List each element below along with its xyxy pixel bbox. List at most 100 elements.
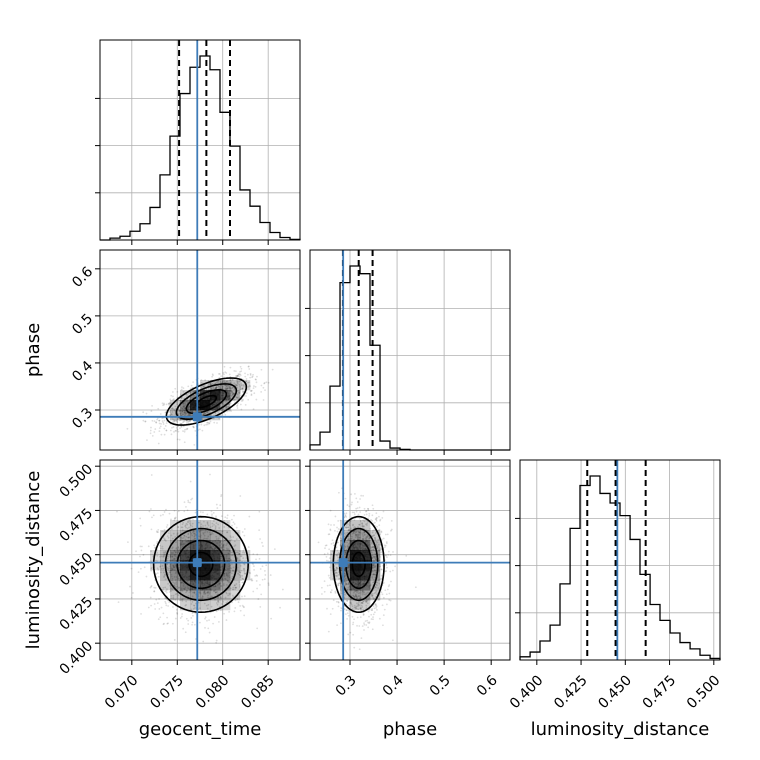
scatter-point bbox=[215, 538, 218, 540]
scatter-point bbox=[150, 569, 153, 572]
scatter-point bbox=[216, 603, 219, 606]
scatter-point bbox=[332, 542, 335, 544]
scatter-point bbox=[186, 428, 189, 430]
scatter-point bbox=[178, 549, 181, 552]
scatter-point bbox=[372, 570, 375, 573]
scatter-point bbox=[206, 513, 209, 516]
scatter-point bbox=[361, 606, 364, 608]
scatter-point bbox=[328, 576, 331, 579]
scatter-point bbox=[191, 410, 194, 413]
scatter-point bbox=[204, 529, 207, 532]
scatter-point bbox=[371, 592, 374, 595]
scatter-point bbox=[255, 574, 258, 577]
scatter-point bbox=[220, 385, 223, 388]
scatter-point bbox=[373, 611, 376, 614]
scatter-point bbox=[238, 552, 241, 555]
scatter-point bbox=[240, 579, 243, 582]
scatter-point bbox=[353, 519, 356, 521]
scatter-point bbox=[182, 409, 185, 412]
scatter-point bbox=[162, 556, 165, 558]
scatter-point bbox=[336, 549, 339, 552]
scatter-point bbox=[243, 563, 246, 566]
scatter-point bbox=[194, 430, 197, 432]
scatter-point bbox=[222, 545, 225, 548]
scatter-point bbox=[353, 646, 356, 649]
scatter-point bbox=[362, 525, 365, 528]
scatter-point bbox=[374, 538, 377, 541]
scatter-point bbox=[203, 385, 206, 387]
scatter-point bbox=[179, 418, 182, 421]
scatter-point bbox=[208, 619, 210, 622]
density-cell bbox=[200, 520, 211, 531]
scatter-point bbox=[163, 576, 165, 579]
scatter-point bbox=[235, 396, 238, 398]
scatter-point bbox=[193, 592, 196, 595]
scatter-point bbox=[352, 595, 355, 597]
scatter-point bbox=[351, 615, 354, 618]
scatter-point bbox=[349, 537, 352, 540]
scatter-point bbox=[236, 598, 239, 601]
scatter-point bbox=[349, 520, 352, 522]
scatter-point bbox=[212, 386, 215, 389]
truth-point bbox=[192, 412, 202, 422]
scatter-point bbox=[251, 579, 254, 582]
scatter-point bbox=[220, 546, 223, 549]
scatter-point bbox=[377, 579, 380, 582]
scatter-point bbox=[174, 553, 177, 556]
density-cell bbox=[180, 550, 191, 561]
scatter-point bbox=[380, 574, 383, 577]
scatter-point bbox=[261, 578, 264, 581]
scatter-point bbox=[178, 419, 181, 422]
scatter-point bbox=[204, 412, 206, 415]
scatter-point bbox=[364, 593, 367, 596]
density-cell bbox=[200, 560, 211, 571]
scatter-point bbox=[375, 519, 378, 522]
scatter-point bbox=[239, 574, 242, 577]
scatter-point bbox=[226, 384, 228, 387]
scatter-point bbox=[334, 572, 337, 575]
scatter-point bbox=[219, 380, 221, 383]
scatter-point bbox=[243, 606, 245, 609]
scatter-point bbox=[221, 386, 224, 389]
scatter-point bbox=[218, 385, 221, 388]
scatter-point bbox=[171, 579, 173, 582]
scatter-point bbox=[173, 549, 176, 552]
scatter-point bbox=[158, 608, 161, 610]
scatter-point bbox=[185, 412, 188, 414]
scatter-point bbox=[358, 517, 361, 520]
scatter-point bbox=[177, 546, 180, 548]
scatter-point bbox=[218, 621, 220, 623]
scatter-point bbox=[183, 430, 186, 433]
scatter-point bbox=[414, 586, 417, 589]
scatter-point bbox=[378, 528, 381, 531]
scatter-point bbox=[350, 538, 353, 540]
scatter-point bbox=[371, 546, 374, 549]
scatter-point bbox=[151, 419, 154, 422]
scatter-point bbox=[209, 596, 212, 599]
y-tick-label-luminosity-distance: 0.450 bbox=[57, 550, 97, 590]
scatter-point bbox=[367, 610, 370, 613]
density-shading bbox=[150, 520, 251, 611]
scatter-point bbox=[168, 402, 170, 405]
scatter-point bbox=[143, 566, 146, 569]
scatter-point bbox=[182, 405, 185, 408]
scatter-point bbox=[360, 494, 363, 497]
scatter-point bbox=[187, 501, 190, 504]
scatter-point bbox=[390, 580, 392, 583]
scatter-point bbox=[206, 522, 209, 524]
scatter-point bbox=[240, 383, 243, 386]
scatter-point bbox=[209, 383, 212, 386]
scatter-point bbox=[262, 399, 265, 401]
scatter-point bbox=[169, 554, 172, 557]
scatter-point bbox=[371, 567, 374, 570]
scatter-point bbox=[237, 391, 240, 394]
scatter-point bbox=[183, 411, 186, 414]
scatter-point bbox=[216, 591, 219, 593]
scatter-point bbox=[368, 512, 371, 515]
scatter-point bbox=[242, 557, 245, 560]
scatter-point bbox=[344, 497, 347, 500]
scatter-point bbox=[204, 412, 207, 415]
scatter-point bbox=[353, 606, 356, 609]
scatter-point bbox=[249, 372, 252, 375]
scatter-point bbox=[380, 531, 383, 534]
